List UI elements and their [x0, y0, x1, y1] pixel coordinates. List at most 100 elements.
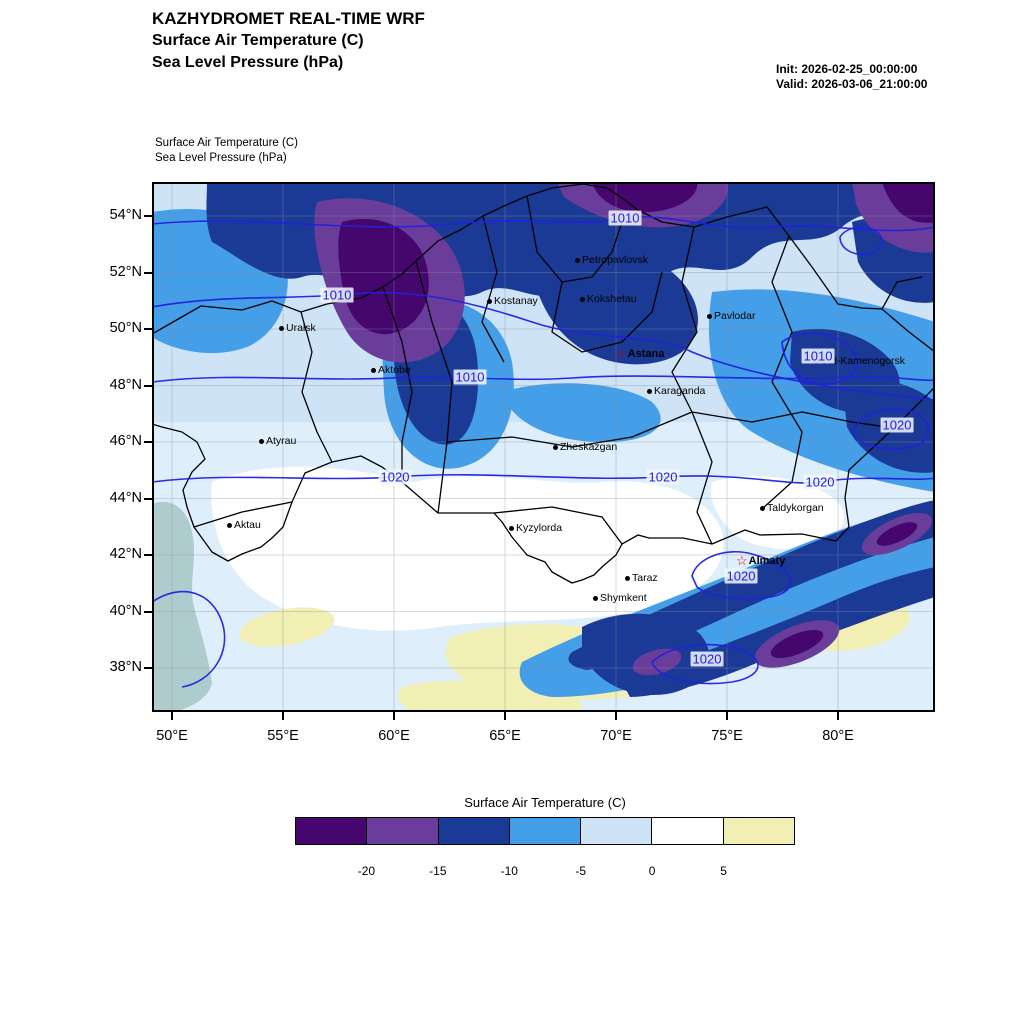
x-tick-label: 80°E — [822, 728, 854, 744]
city-label: Zheskazgan — [560, 441, 618, 453]
colorbar-cell — [367, 818, 439, 844]
city-marker-atyrau: Atyrau — [259, 435, 296, 447]
pressure-contour-1010-a — [152, 216, 935, 232]
colorbar-title: Surface Air Temperature (C) — [464, 795, 626, 810]
pressure-label-1010: 1010 — [320, 287, 354, 303]
oblast-border-9 — [881, 276, 923, 310]
pressure-label-1020: 1020 — [378, 469, 412, 485]
pressure-contour-1010-b — [152, 291, 935, 401]
init-time: Init: 2026-02-25_00:00:00 — [776, 62, 918, 76]
temp-fill-navy-center-top — [531, 238, 699, 365]
colorbar-tick-label: -20 — [357, 864, 376, 878]
temp-fill-darkpurple-2 — [592, 182, 698, 213]
city-dot-icon — [707, 313, 712, 319]
y-tick-mark — [144, 554, 152, 556]
map-inner-label-temperature: Surface Air Temperature (C) — [155, 137, 298, 149]
temp-fill-darkpurple-se-2 — [876, 522, 918, 546]
subtitle-temperature: Surface Air Temperature (C) — [152, 32, 364, 49]
init-valid-block: Init: 2026-02-25_00:00:00 Valid: 2026-03… — [776, 62, 927, 92]
pressure-label-1010: 1010 — [453, 369, 487, 385]
temp-fill-midblue-5 — [502, 383, 661, 443]
colorbar-tick-label: 0 — [648, 864, 656, 878]
city-marker-astana: ☆Astana — [615, 346, 664, 362]
city-marker-aktobe: Aktobe — [371, 364, 411, 376]
valid-time: Valid: 2026-03-06_21:00:00 — [776, 77, 928, 91]
pressure-label-1020: 1020 — [646, 469, 680, 485]
city-dot-icon — [760, 505, 765, 511]
y-tick-mark — [144, 328, 152, 330]
country-border-south — [152, 386, 935, 584]
city-dot-icon — [487, 298, 492, 304]
city-label: Aktau — [234, 519, 261, 531]
city-dot-icon — [553, 444, 558, 450]
page-title: KAZHYDROMET REAL-TIME WRF — [152, 9, 425, 28]
city-marker-taldykorgan: Taldykorgan — [760, 502, 824, 514]
city-label: Uralsk — [286, 322, 316, 334]
x-tick-mark — [282, 712, 284, 720]
pressure-contour-1020-d — [851, 408, 930, 450]
city-dot-icon — [227, 522, 232, 528]
city-marker-aktau: Aktau — [227, 519, 261, 531]
map-frame: Petropavlovsk Kostanay Kokshetau Pavlodar ☆A… — [152, 182, 935, 712]
temp-fill-purple-bottom — [632, 648, 682, 676]
x-tick-mark — [393, 712, 395, 720]
oblast-border-1 — [300, 311, 333, 463]
y-tick-mark — [144, 441, 152, 443]
x-tick-label: 50°E — [156, 728, 188, 744]
x-tick-mark — [837, 712, 839, 720]
city-dot-icon — [575, 257, 580, 263]
city-dot-icon — [593, 595, 598, 601]
y-tick-label: 48°N — [109, 376, 142, 393]
oblast-border-3 — [415, 260, 453, 514]
oblast-border-8 — [493, 381, 803, 545]
city-marker-zheskazgan: Zheskazgan — [553, 441, 617, 453]
x-tick-label: 70°E — [600, 728, 632, 744]
y-tick-label: 54°N — [109, 207, 142, 223]
city-dot-icon — [279, 325, 284, 331]
x-tick-mark — [504, 712, 506, 720]
x-tick-mark — [615, 712, 617, 720]
city-marker-uralsk: Uralsk — [279, 322, 316, 334]
oblast-border-4 — [382, 286, 413, 482]
pressure-contour-1020-b — [691, 550, 791, 600]
pressure-label-layer: 1010 1010 1010 1010 1020 1020 1020 1020 1020 1020 — [152, 182, 935, 712]
pressure-contour-1020-c — [651, 643, 759, 685]
city-marker-kokshetau: Kokshetau — [580, 293, 637, 305]
colorbar-cell — [581, 818, 653, 844]
colorbar-cell — [723, 818, 794, 844]
y-tick-label: 52°N — [109, 263, 142, 280]
x-tick-mark — [726, 712, 728, 720]
oblast-border-6 — [671, 226, 793, 413]
city-label: Aktobe — [378, 364, 411, 376]
pressure-label-1020: 1020 — [880, 417, 914, 433]
subtitle-pressure: Sea Level Pressure (hPa) — [152, 54, 344, 71]
temp-fill-white-1 — [211, 466, 724, 631]
colorbar-cell — [509, 818, 582, 844]
y-tick-mark — [144, 667, 152, 669]
city-label: Pavlodar — [714, 310, 756, 322]
colorbar — [295, 817, 795, 845]
oblast-border-2 — [193, 501, 293, 528]
temp-fill-darkpurple-1 — [338, 218, 429, 335]
city-marker-karaganda: Karaganda — [647, 385, 705, 397]
city-marker-kostanay: Kostanay — [487, 295, 538, 307]
city-label: Atyrau — [266, 435, 297, 447]
y-tick-mark — [144, 271, 152, 274]
capital-star-icon: ☆ — [615, 346, 627, 361]
y-tick-label: 42°N — [109, 546, 142, 562]
city-dot-icon — [625, 575, 630, 581]
x-tick-label: 75°E — [711, 728, 743, 744]
map-border-frame — [152, 182, 935, 712]
colorbar-tick-label: -5 — [575, 864, 587, 878]
map-canvas — [152, 182, 935, 712]
city-label: Kostanay — [494, 295, 538, 307]
city-label: Almaty — [748, 554, 786, 567]
city-marker-taraz: Taraz — [625, 572, 658, 584]
city-label: Astana — [627, 347, 665, 360]
temp-fill-darkpurple-se-1 — [770, 630, 824, 658]
city-marker-almaty: ☆Almaty — [736, 553, 785, 569]
pressure-label-1020: 1020 — [803, 474, 837, 490]
x-tick-mark — [171, 712, 173, 720]
x-tick-label: 55°E — [267, 728, 299, 744]
city-label: Kyzylorda — [516, 522, 563, 534]
